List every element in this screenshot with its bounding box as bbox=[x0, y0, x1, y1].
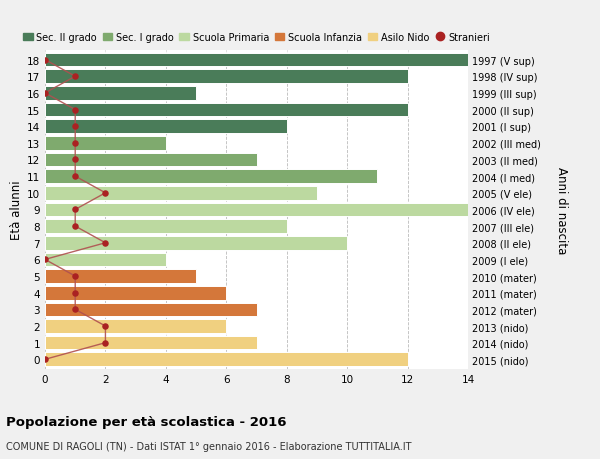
Point bbox=[101, 323, 110, 330]
Bar bbox=[45, 269, 196, 283]
Point bbox=[70, 289, 80, 297]
Bar bbox=[45, 170, 377, 184]
Bar bbox=[45, 319, 226, 333]
Point bbox=[70, 140, 80, 147]
Bar bbox=[45, 137, 166, 151]
Point bbox=[70, 206, 80, 213]
Bar bbox=[45, 186, 317, 200]
Point bbox=[70, 106, 80, 114]
Y-axis label: Anni di nascita: Anni di nascita bbox=[555, 167, 568, 253]
Point bbox=[40, 356, 50, 363]
Bar bbox=[45, 120, 287, 134]
Point bbox=[40, 90, 50, 97]
Point bbox=[70, 157, 80, 164]
Bar bbox=[45, 336, 257, 350]
Bar bbox=[45, 70, 407, 84]
Point bbox=[70, 123, 80, 131]
Point bbox=[70, 73, 80, 81]
Y-axis label: Età alunni: Età alunni bbox=[10, 180, 23, 240]
Bar bbox=[45, 236, 347, 250]
Point bbox=[70, 273, 80, 280]
Point bbox=[70, 306, 80, 313]
Bar bbox=[45, 54, 468, 67]
Bar bbox=[45, 220, 287, 234]
Bar bbox=[45, 253, 166, 267]
Point bbox=[101, 339, 110, 347]
Text: Popolazione per età scolastica - 2016: Popolazione per età scolastica - 2016 bbox=[6, 415, 287, 428]
Text: COMUNE DI RAGOLI (TN) - Dati ISTAT 1° gennaio 2016 - Elaborazione TUTTITALIA.IT: COMUNE DI RAGOLI (TN) - Dati ISTAT 1° ge… bbox=[6, 441, 412, 451]
Bar bbox=[45, 353, 407, 366]
Point bbox=[101, 240, 110, 247]
Bar bbox=[45, 286, 226, 300]
Bar bbox=[45, 87, 196, 101]
Bar bbox=[45, 203, 468, 217]
Point bbox=[70, 173, 80, 180]
Point bbox=[40, 57, 50, 64]
Bar bbox=[45, 153, 257, 167]
Point bbox=[40, 256, 50, 263]
Legend: Sec. II grado, Sec. I grado, Scuola Primaria, Scuola Infanzia, Asilo Nido, Stran: Sec. II grado, Sec. I grado, Scuola Prim… bbox=[23, 33, 490, 42]
Bar bbox=[45, 303, 257, 317]
Bar bbox=[45, 103, 407, 117]
Point bbox=[101, 190, 110, 197]
Point bbox=[70, 223, 80, 230]
